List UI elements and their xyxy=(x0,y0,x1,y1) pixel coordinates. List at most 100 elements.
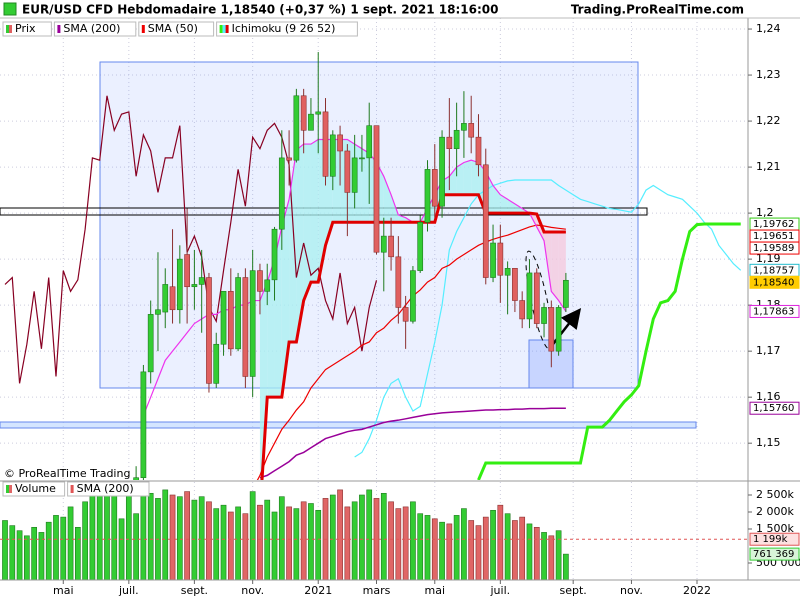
candle-body xyxy=(461,123,467,131)
candle-body xyxy=(410,270,416,322)
volume-bar xyxy=(74,526,81,580)
volume-bar xyxy=(278,496,285,580)
volume-bar xyxy=(60,516,67,580)
cloud-fill xyxy=(391,194,399,223)
legend-swatch xyxy=(6,25,9,33)
volume-bar xyxy=(548,535,555,580)
volume-bar xyxy=(308,503,314,580)
volume-bar xyxy=(220,504,227,580)
candle-body xyxy=(388,235,394,258)
candle-body xyxy=(380,235,387,253)
value-tag: 1,19651 xyxy=(753,231,794,242)
cloud-fill xyxy=(259,282,268,480)
y-tick-label: 1,24 xyxy=(756,22,781,35)
y-tick-label: 1,2 xyxy=(756,206,774,219)
volume-bar xyxy=(468,520,475,580)
cloud-fill xyxy=(267,259,275,398)
candle-body xyxy=(155,309,161,315)
cloud-fill xyxy=(456,162,464,195)
candle-body xyxy=(242,277,249,377)
value-tag: 1,18757 xyxy=(753,265,794,276)
candle-body xyxy=(453,129,460,149)
volume-bar xyxy=(519,516,526,580)
volume-bar xyxy=(111,491,118,580)
legend-box xyxy=(2,481,66,497)
x-tick-label: sept. xyxy=(560,584,587,597)
volume-bar xyxy=(271,511,278,580)
legend-label: Volume xyxy=(15,482,56,495)
candle-body xyxy=(271,228,278,281)
cloud-fill xyxy=(361,148,370,223)
candle-body xyxy=(191,284,198,288)
legend-box xyxy=(53,21,137,37)
legend-label: Ichimoku (9 26 52) xyxy=(232,22,336,35)
x-tick-label: juil. xyxy=(118,584,139,597)
legend-swatch xyxy=(141,25,145,33)
cloud-fill xyxy=(303,144,311,301)
volume-bar xyxy=(293,508,300,580)
y-tick-label: 1,17 xyxy=(756,344,781,357)
x-tick-label: 2021 xyxy=(304,584,332,597)
y-tick-label: 1 500k xyxy=(756,522,794,535)
volume-bar xyxy=(461,508,467,580)
legend-box xyxy=(216,21,358,37)
price-pane xyxy=(4,52,742,480)
volume-bar xyxy=(417,513,424,580)
candle-body xyxy=(169,286,176,311)
volume-bar xyxy=(67,506,74,580)
x-tick-label: mars xyxy=(363,584,391,597)
volume-bar xyxy=(133,513,139,580)
legend-label: Prix xyxy=(15,22,36,35)
candle-body xyxy=(184,254,190,288)
candle-body xyxy=(526,272,533,320)
candle-body xyxy=(395,256,402,308)
volume-bar xyxy=(147,492,154,580)
value-tag: 1,15760 xyxy=(753,403,794,414)
volume-bar xyxy=(45,521,52,580)
volume-bar xyxy=(53,515,59,580)
candle-body xyxy=(351,157,358,193)
volume-bar xyxy=(96,487,103,580)
x-tick-label: nov. xyxy=(620,584,643,597)
candle-body xyxy=(213,343,220,384)
candle-body xyxy=(548,307,555,352)
candle-body xyxy=(198,277,205,285)
value-tag-box xyxy=(749,304,800,318)
candle-body xyxy=(133,477,139,480)
volume-bar xyxy=(16,530,23,580)
candle-body xyxy=(227,291,234,350)
volume-bar xyxy=(337,489,343,580)
legend-swatch xyxy=(9,485,12,493)
y-tick-label: 1,16 xyxy=(756,390,781,403)
volume-bar xyxy=(475,525,482,580)
volume-bar xyxy=(453,515,460,580)
indicator-line xyxy=(256,224,566,480)
candle-body xyxy=(344,150,351,193)
cloud-fill xyxy=(500,194,508,214)
volume-bar xyxy=(526,523,533,580)
legend-label: SMA (50) xyxy=(148,22,198,35)
candle-body xyxy=(431,169,438,207)
volume-bar xyxy=(169,494,176,580)
cloud-fill xyxy=(310,139,319,283)
x-tick-label: nov. xyxy=(241,584,264,597)
candle-body xyxy=(497,242,504,276)
x-tick-label: 2022 xyxy=(683,584,711,597)
volume-bar xyxy=(2,520,8,580)
volume-bar xyxy=(31,526,37,580)
header-icon xyxy=(3,2,17,16)
legend-swatch xyxy=(9,25,12,33)
candle-body xyxy=(147,314,154,373)
value-tag: 1 199k xyxy=(753,534,788,545)
candle-body xyxy=(249,270,256,377)
legend-swatch xyxy=(225,25,229,33)
volume-bar xyxy=(366,489,373,580)
candle-body xyxy=(206,277,212,384)
level-band xyxy=(0,421,697,429)
volume-bar xyxy=(410,501,416,580)
volume-bar xyxy=(446,523,453,580)
legend-swatch xyxy=(70,485,74,493)
legend-swatch xyxy=(6,485,9,493)
candle-body xyxy=(533,272,540,324)
